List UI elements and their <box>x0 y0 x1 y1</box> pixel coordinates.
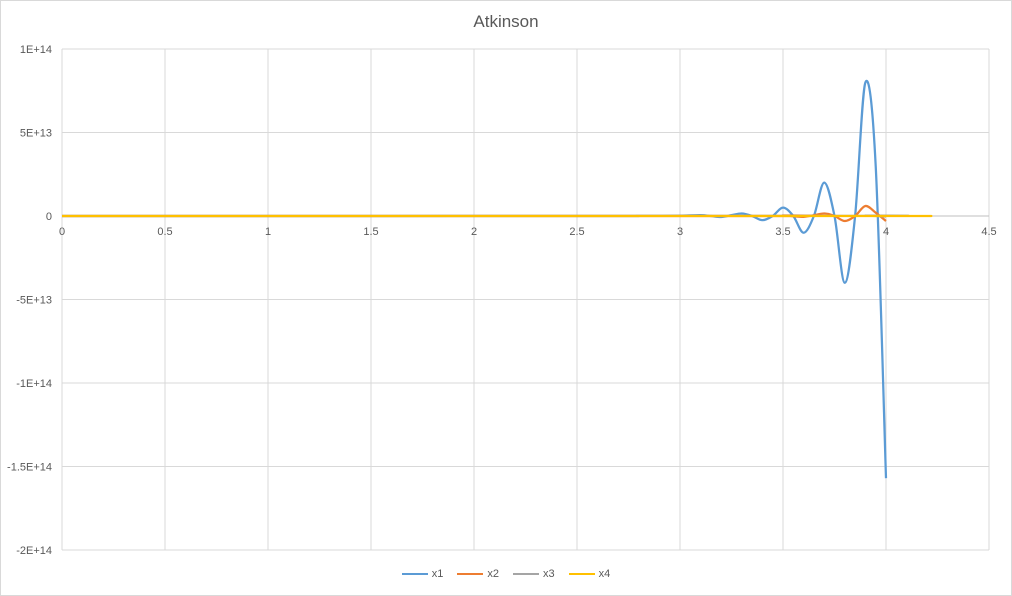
legend-label: x1 <box>431 568 444 580</box>
y-tick-label: -5E+13 <box>16 295 52 307</box>
x-tick-label: 0.5 <box>157 226 172 238</box>
legend-swatch <box>401 573 428 575</box>
tick-labels: 1E+14 5E+13 0 -5E+13 -1E+14 -1.5E+14 -2E+14 0 0.… <box>7 44 997 557</box>
x-tick-label: 3 <box>677 226 683 238</box>
legend-swatch <box>568 573 595 575</box>
y-tick-label: 1E+14 <box>20 44 52 56</box>
x-tick-label: 2 <box>471 226 477 238</box>
y-tick-label: -2E+14 <box>16 545 52 557</box>
legend-label: x3 <box>543 568 555 580</box>
x-tick-label: 0 <box>59 226 65 238</box>
x-tick-label: 3.5 <box>775 226 790 238</box>
legend-item-x3: x3 <box>513 568 555 580</box>
legend-item-x2: x2 <box>457 568 499 580</box>
x-tick-label: 2.5 <box>569 226 584 238</box>
legend-item-x4: x4 <box>568 568 611 580</box>
y-tick-label: 5E+13 <box>20 128 52 140</box>
legend-swatch <box>457 573 484 575</box>
x-tick-label: 4.5 <box>981 226 996 238</box>
y-tick-label: -1E+14 <box>16 378 52 390</box>
x-tick-label: 1 <box>265 226 271 238</box>
legend-label: x4 <box>598 568 611 580</box>
series-lines <box>61 79 933 479</box>
gridlines <box>61 48 990 551</box>
legend-label: x2 <box>487 568 499 580</box>
x-tick-label: 1.5 <box>363 226 378 238</box>
legend-item-x1: x1 <box>401 568 444 580</box>
chart-title: Atkinson <box>473 12 539 31</box>
legend-swatch <box>513 573 539 575</box>
y-tick-label: -1.5E+14 <box>7 462 52 474</box>
y-tick-label: 0 <box>46 211 52 223</box>
legend: x1 x2 x3 x4 <box>0 568 1012 580</box>
x-tick-label: 4 <box>883 226 889 238</box>
